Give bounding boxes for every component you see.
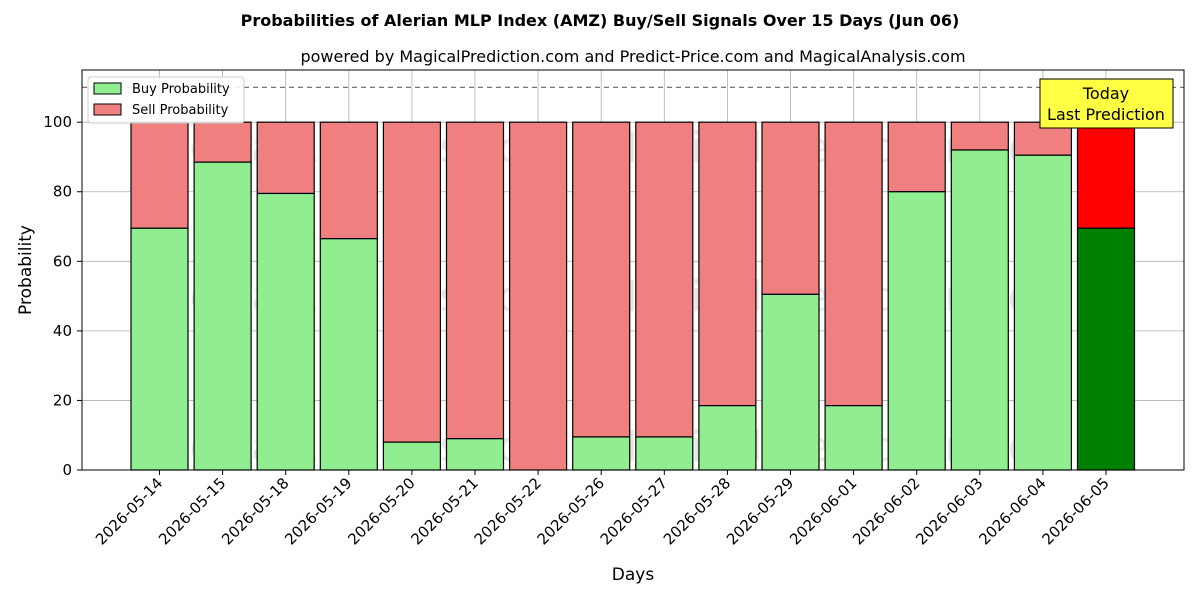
bar-sell-2026-05-18 xyxy=(256,121,315,195)
annotation-line1: Today xyxy=(1082,84,1129,103)
x-tick-label: 2026-05-20 xyxy=(344,474,418,548)
bar-sell-2026-06-05 xyxy=(1076,121,1136,229)
legend-swatch-buy xyxy=(93,82,122,95)
x-tick-label: 2026-05-21 xyxy=(407,474,481,548)
bar-buy-2026-06-03 xyxy=(950,149,1009,471)
x-tick-label: 2026-05-15 xyxy=(155,474,229,548)
x-tick-label: 2026-05-28 xyxy=(660,474,734,548)
bar-sell-2026-05-26 xyxy=(572,121,631,438)
x-tick-label: 2026-06-03 xyxy=(912,474,986,548)
legend: Buy Probability Sell Probability xyxy=(87,76,245,124)
legend-swatch-sell xyxy=(93,103,122,116)
x-tick-label: 2026-05-27 xyxy=(597,474,671,548)
y-tick-label: 60 xyxy=(53,252,72,270)
y-tick-label: 0 xyxy=(62,461,72,479)
y-tick-label: 100 xyxy=(43,113,72,131)
x-tick-label: 2026-06-05 xyxy=(1038,474,1112,548)
bar-buy-2026-05-14 xyxy=(130,227,189,471)
bar-buy-2026-05-20 xyxy=(382,441,441,471)
bar-buy-2026-05-27 xyxy=(635,436,694,471)
x-tick-label: 2026-05-22 xyxy=(471,474,545,548)
bar-buy-2026-05-18 xyxy=(256,192,315,471)
y-axis-label: Probability xyxy=(16,225,36,315)
bar-sell-2026-05-14 xyxy=(130,121,189,229)
bar-buy-2026-05-19 xyxy=(319,238,378,471)
bar-sell-2026-06-01 xyxy=(824,121,883,407)
bar-sell-2026-05-21 xyxy=(445,121,505,440)
x-tick-label: 2026-06-02 xyxy=(849,474,923,548)
bars-layer xyxy=(130,121,1136,471)
bar-sell-2026-05-29 xyxy=(761,121,820,295)
bar-sell-2026-05-27 xyxy=(635,121,694,438)
y-tick-label: 80 xyxy=(53,183,72,201)
x-tick-label: 2026-05-14 xyxy=(92,474,166,548)
bar-buy-2026-05-15 xyxy=(193,161,252,471)
bar-buy-2026-06-01 xyxy=(824,405,883,471)
bar-buy-2026-05-26 xyxy=(572,436,631,471)
y-tick-label: 20 xyxy=(53,391,72,409)
bar-buy-2026-05-21 xyxy=(445,438,505,471)
bar-buy-2026-05-29 xyxy=(761,293,820,471)
bar-buy-2026-06-02 xyxy=(887,191,946,471)
bar-buy-2026-06-04 xyxy=(1013,154,1073,471)
x-tick-label: 2026-05-26 xyxy=(534,474,608,548)
chart-title: Probabilities of Alerian MLP Index (AMZ)… xyxy=(241,11,960,30)
chart-subtitle: powered by MagicalPrediction.com and Pre… xyxy=(300,47,965,66)
bar-sell-2026-06-03 xyxy=(950,121,1009,151)
x-axis-label: Days xyxy=(612,565,655,585)
bar-sell-2026-05-19 xyxy=(319,121,378,240)
x-tick-label: 2026-05-18 xyxy=(218,474,292,548)
x-tick-label: 2026-05-19 xyxy=(281,474,355,548)
bar-sell-2026-05-20 xyxy=(382,121,441,443)
bar-sell-2026-05-28 xyxy=(698,121,757,407)
x-tick-label: 2026-05-29 xyxy=(723,474,797,548)
legend-box xyxy=(87,76,245,124)
bar-buy-2026-05-28 xyxy=(698,405,757,471)
legend-label-sell: Sell Probability xyxy=(132,103,229,118)
bar-sell-2026-05-15 xyxy=(193,121,252,163)
legend-label-buy: Buy Probability xyxy=(132,82,230,97)
annotation-box xyxy=(1039,78,1174,129)
bar-sell-2026-06-02 xyxy=(887,121,946,193)
y-tick-label: 40 xyxy=(53,322,72,340)
x-tick-label: 2026-06-01 xyxy=(786,474,860,548)
today-annotation: Today Last Prediction xyxy=(1039,78,1174,129)
plot-frame xyxy=(81,69,1185,471)
bar-sell-2026-05-22 xyxy=(509,121,568,471)
annotation-line2: Last Prediction xyxy=(1047,105,1165,124)
x-tick-label: 2026-06-04 xyxy=(975,474,1049,548)
bar-buy-2026-06-05 xyxy=(1076,227,1136,471)
